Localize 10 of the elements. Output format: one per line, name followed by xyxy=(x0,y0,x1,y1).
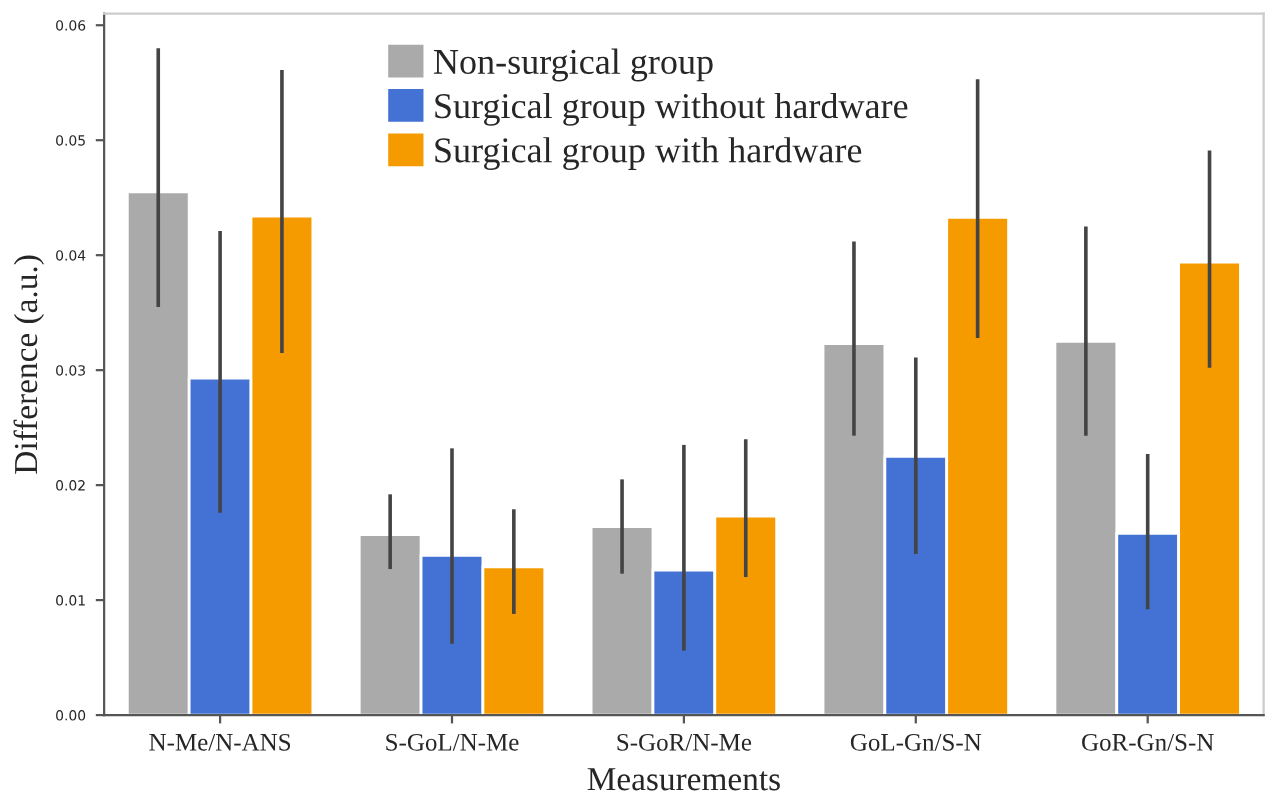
x-axis-title: Measurements xyxy=(587,768,780,791)
x-tick-label: S-GoL/N-Me xyxy=(386,733,519,751)
legend-label: Surgical group with hardware xyxy=(435,137,862,170)
legend-label: Non-surgical group xyxy=(433,48,713,82)
legend-label: Surgical group without hardware xyxy=(435,92,908,126)
x-tick-label: N-Me/N-ANS xyxy=(149,733,291,751)
y-axis-title: Difference (a.u.) xyxy=(13,255,45,474)
x-tick-label: S-GoR/N-Me xyxy=(617,733,752,751)
x-tick-label: GoL-Gn/S-N xyxy=(850,733,982,751)
x-tick-label: GoR-Gn/S-N xyxy=(1082,733,1214,751)
